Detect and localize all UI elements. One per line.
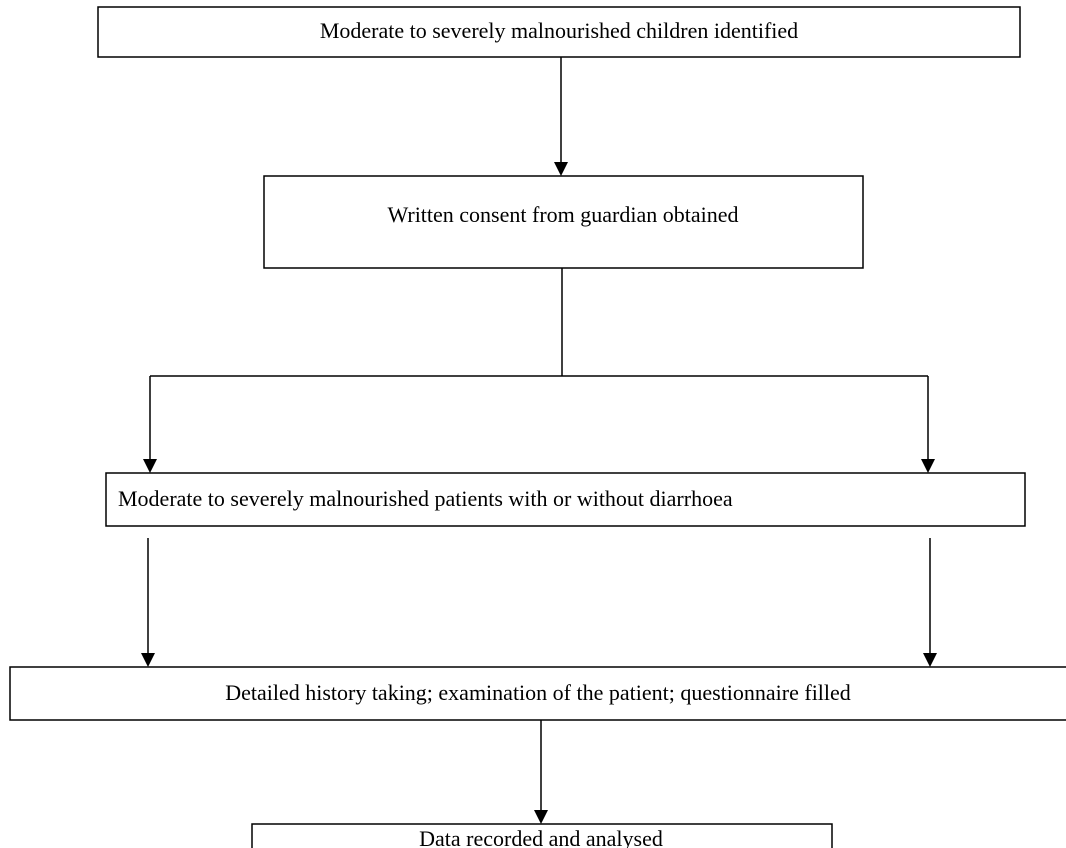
arrowhead — [923, 653, 937, 667]
box — [251, 823, 833, 848]
box — [9, 666, 1066, 721]
arrowhead — [143, 459, 157, 473]
arrowhead — [141, 653, 155, 667]
box — [263, 175, 864, 269]
arrowhead — [534, 810, 548, 824]
node-label: Moderate to severely malnourished childr… — [320, 18, 798, 43]
box — [105, 472, 1026, 527]
box — [97, 6, 1021, 58]
node-label: Data recorded and analysed — [419, 826, 663, 848]
arrowhead — [921, 459, 935, 473]
node-label: Written consent from guardian obtained — [387, 202, 738, 227]
node-label: Moderate to severely malnourished patien… — [118, 486, 733, 511]
arrowhead — [554, 162, 568, 176]
node-label: Detailed history taking; examination of … — [225, 680, 851, 705]
